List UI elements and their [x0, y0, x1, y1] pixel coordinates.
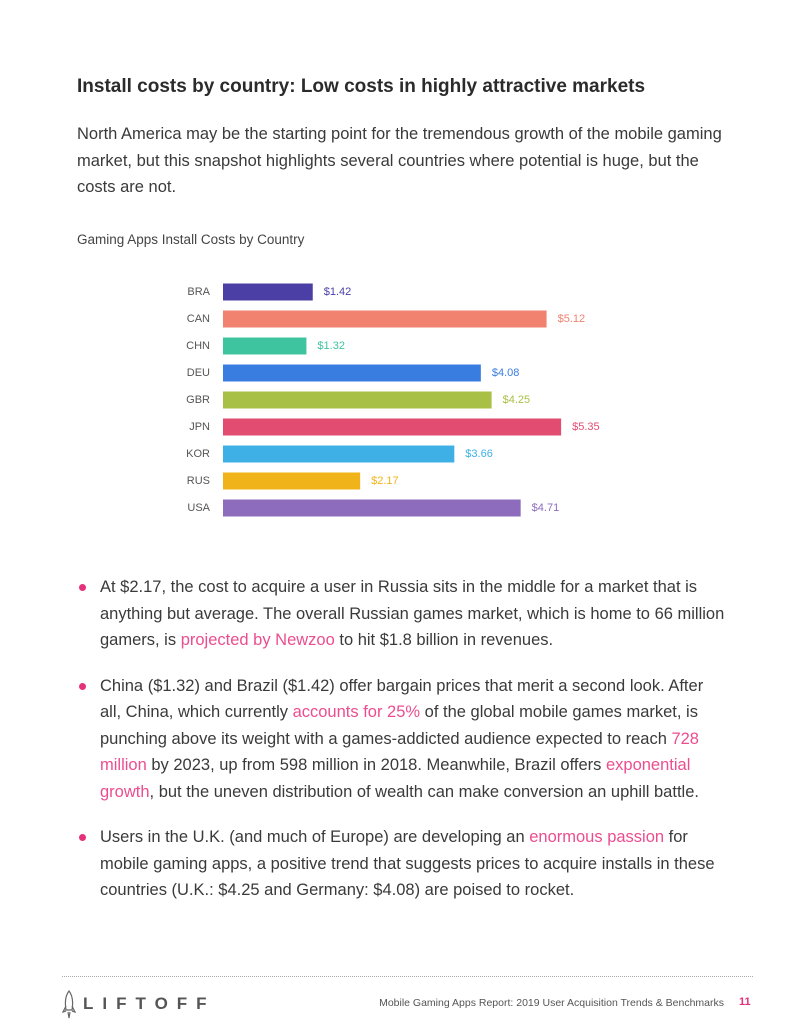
bar — [223, 337, 307, 355]
bar — [223, 364, 481, 382]
text: of the global mobile games market, is pu… — [100, 703, 698, 748]
value-label: $5.12 — [558, 313, 586, 325]
text: by 2023, up from 598 million in 2018. Me… — [146, 756, 606, 774]
bar — [223, 283, 313, 301]
value-label: $4.71 — [532, 502, 560, 514]
bar — [223, 472, 361, 490]
category-label: CHN — [186, 340, 210, 352]
chart: BRA $1.42 CAN $5.12 CHN $1.32 DEU $4.08 GBR $4.25… — [186, 283, 600, 517]
text: Users in the U.K. (and much of Europe) a… — [100, 828, 530, 846]
category-label: JPN — [189, 421, 210, 433]
category-label: DEU — [187, 367, 210, 379]
value-label: $1.42 — [324, 286, 352, 298]
value-label: $1.32 — [317, 340, 345, 352]
heading: Install costs by country: Low costs in h… — [77, 76, 646, 97]
link[interactable]: exponential growth — [100, 756, 691, 801]
bar — [223, 418, 562, 436]
link[interactable]: projected by Newzoo — [180, 631, 335, 649]
bar — [223, 445, 455, 463]
category-label: RUS — [187, 475, 210, 487]
text: At $2.17, the cost to acquire a user in … — [100, 578, 725, 649]
bullet: At $2.17, the cost to acquire a user in … — [77, 574, 727, 654]
bar — [223, 310, 547, 328]
bullet: Users in the U.K. (and much of Europe) a… — [77, 824, 727, 904]
text: to hit $1.8 billion in revenues. — [334, 631, 554, 649]
value-label: $3.66 — [465, 448, 493, 460]
bullet: China ($1.32) and Brazil ($1.42) offer b… — [77, 673, 727, 806]
text: China ($1.32) and Brazil ($1.42) offer b… — [100, 676, 704, 722]
bar — [223, 391, 492, 409]
value-label: $4.08 — [492, 367, 520, 379]
category-label: BRA — [187, 286, 210, 298]
category-label: CAN — [187, 313, 210, 325]
text: for mobile gaming apps, a positive trend… — [100, 828, 715, 899]
page-number: 11 — [739, 996, 751, 1008]
category-label: GBR — [186, 394, 210, 406]
value-label: $4.25 — [503, 394, 531, 406]
category-label: KOR — [186, 448, 210, 460]
link[interactable]: 728 million — [100, 729, 699, 775]
link[interactable]: enormous passion — [529, 828, 665, 846]
text: , but the uneven distribution of wealth … — [149, 782, 699, 801]
value-label: $2.17 — [371, 475, 399, 487]
link[interactable]: accounts for 25% — [292, 703, 421, 721]
category-label: USA — [187, 502, 210, 514]
chart-title: Gaming Apps Install Costs by Country — [77, 232, 305, 247]
logo: LIFTOFF — [83, 994, 216, 1013]
bar — [223, 499, 521, 517]
bullet-list: At $2.17, the cost to acquire a user in … — [77, 574, 727, 923]
footer-rule — [62, 976, 753, 977]
intro: North America may be the starting point … — [77, 125, 722, 196]
value-label: $5.35 — [572, 421, 600, 433]
rocket-icon — [61, 990, 77, 1019]
footer-text: Mobile Gaming Apps Report: 2019 User Acq… — [379, 997, 724, 1009]
